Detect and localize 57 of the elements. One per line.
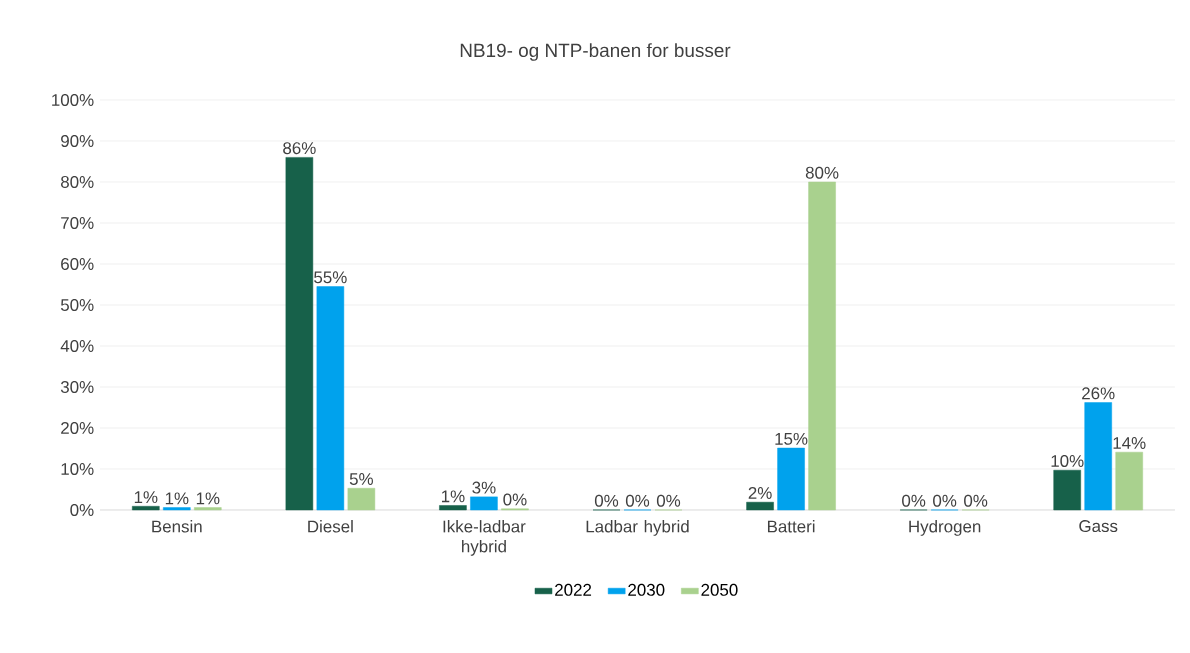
data-label: 15% bbox=[775, 432, 808, 445]
data-label: 0% bbox=[503, 493, 527, 506]
bar bbox=[285, 157, 314, 511]
data-label: 26% bbox=[1082, 387, 1115, 400]
y-tick-label: 60% bbox=[61, 257, 94, 270]
data-label: 10% bbox=[1051, 454, 1084, 467]
y-tick-label: 40% bbox=[60, 339, 94, 352]
x-tick-label: Batteri bbox=[767, 520, 815, 533]
y-tick-label: 0% bbox=[70, 503, 94, 516]
data-label: 0% bbox=[625, 494, 650, 507]
bar bbox=[808, 181, 836, 511]
legend-label: 2030 bbox=[628, 583, 665, 596]
y-tick-label: 20% bbox=[61, 421, 94, 434]
y-tick-label: 10% bbox=[61, 462, 94, 475]
data-label: 0% bbox=[933, 494, 957, 507]
bar bbox=[746, 501, 774, 511]
y-tick-label: 50% bbox=[60, 298, 94, 311]
bar bbox=[194, 507, 222, 511]
y-tick-label: 100% bbox=[52, 93, 94, 106]
data-label: 2% bbox=[748, 487, 772, 499]
x-tick-label: Ladbar hybrid bbox=[586, 520, 689, 536]
y-tick-label: 30% bbox=[60, 380, 94, 393]
bar bbox=[470, 496, 498, 511]
x-tick-label: Hydrogen bbox=[909, 520, 981, 536]
data-label: 1% bbox=[441, 490, 465, 503]
bar bbox=[347, 488, 376, 511]
x-tick-label: Gass bbox=[1079, 520, 1118, 533]
data-label: 5% bbox=[349, 473, 373, 486]
bar bbox=[1084, 402, 1112, 511]
bar bbox=[163, 507, 191, 511]
data-label: 80% bbox=[805, 166, 839, 179]
y-tick-label: 80% bbox=[61, 175, 94, 188]
y-tick-label: 90% bbox=[61, 134, 94, 147]
bar bbox=[132, 506, 160, 511]
data-label: 86% bbox=[283, 142, 316, 155]
data-label: 3% bbox=[472, 481, 496, 494]
data-label: 0% bbox=[594, 494, 619, 507]
bar bbox=[316, 286, 345, 511]
data-label: 0% bbox=[964, 494, 988, 507]
data-label: 55% bbox=[314, 271, 347, 284]
chart-title: NB19- og NTP-banen for busser bbox=[460, 43, 731, 61]
x-tick-label: Diesel bbox=[308, 520, 353, 533]
bar bbox=[777, 447, 805, 511]
data-label: 1% bbox=[196, 492, 220, 505]
bar bbox=[1053, 469, 1081, 511]
x-tick-label: Ikke-ladbar hybrid bbox=[443, 520, 526, 556]
x-tick-label: Bensin bbox=[152, 520, 202, 533]
data-label: 1% bbox=[165, 492, 189, 505]
data-label: 0% bbox=[902, 494, 926, 507]
legend-label: 2050 bbox=[701, 583, 738, 596]
legend-label: 2022 bbox=[555, 583, 592, 596]
data-label: 0% bbox=[656, 494, 681, 507]
y-tick-label: 70% bbox=[61, 216, 94, 229]
data-label: 1% bbox=[134, 491, 158, 504]
bar bbox=[439, 505, 467, 511]
bar bbox=[1115, 451, 1143, 511]
data-label: 14% bbox=[1113, 437, 1146, 449]
